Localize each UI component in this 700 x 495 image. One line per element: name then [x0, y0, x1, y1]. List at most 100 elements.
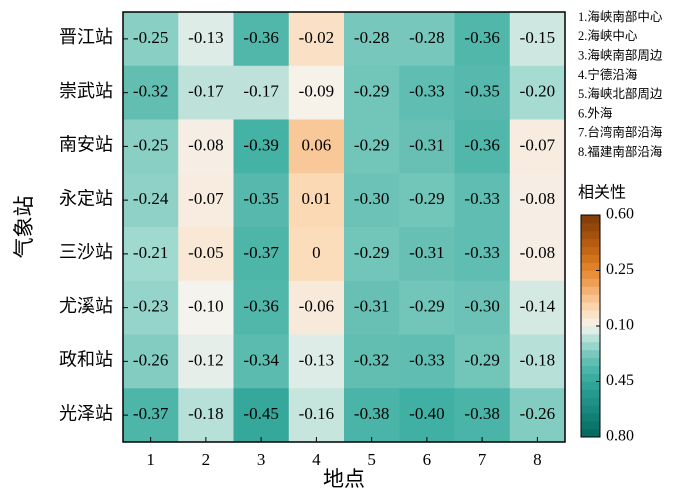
colorbar-step — [581, 365, 600, 374]
cell — [233, 334, 290, 389]
cell — [509, 334, 566, 389]
cell — [454, 65, 511, 120]
cell-label: -0.09 — [299, 82, 334, 101]
colorbar-step — [581, 389, 600, 398]
cell — [399, 12, 455, 67]
column-note: 8.福建南部沿海 — [578, 144, 663, 159]
colorbar-step — [581, 310, 600, 319]
row-label: 尤溪站 — [59, 296, 113, 316]
cell — [454, 388, 511, 443]
row-label: 政和站 — [59, 350, 113, 370]
cell — [509, 65, 566, 120]
cell — [399, 388, 455, 443]
cell-label: -0.26 — [520, 404, 555, 423]
cell-label: -0.29 — [354, 135, 389, 154]
cell — [123, 280, 179, 335]
cell-label: -0.29 — [354, 243, 389, 262]
cell-label: -0.20 — [520, 82, 555, 101]
cell — [454, 119, 511, 174]
cell — [123, 334, 179, 389]
cell-label: -0.30 — [464, 297, 499, 316]
colorbar-step — [581, 294, 600, 303]
column-note: 4.宁德沿海 — [578, 67, 638, 82]
cell — [123, 388, 179, 443]
colorbar-step — [581, 262, 600, 271]
cell-label: -0.34 — [243, 350, 279, 369]
colorbar-step — [581, 421, 600, 430]
cell-label: -0.08 — [188, 135, 223, 154]
cell — [233, 119, 290, 174]
cell — [123, 173, 179, 228]
colorbar-step — [581, 397, 600, 406]
cell-label: -0.18 — [520, 350, 555, 369]
cell-label: -0.36 — [243, 28, 278, 47]
colorbar-step — [581, 373, 600, 382]
cell — [454, 334, 511, 389]
cell — [123, 12, 179, 67]
cell — [233, 388, 290, 443]
column-note: 2.海峡中心 — [578, 28, 638, 43]
cell — [399, 65, 455, 120]
cell — [178, 388, 234, 443]
cell-label: -0.35 — [243, 189, 278, 208]
cell — [178, 280, 234, 335]
colorbar-step — [581, 341, 600, 351]
cell-label: -0.37 — [133, 404, 169, 423]
cell-label: -0.29 — [409, 189, 444, 208]
cell-label: -0.33 — [464, 189, 499, 208]
cell-label: -0.39 — [243, 135, 278, 154]
cell — [288, 173, 345, 228]
cell-label: -0.35 — [464, 82, 499, 101]
cell-label: -0.12 — [188, 350, 223, 369]
cell — [344, 280, 400, 335]
column-note: 1.海峡南部中心 — [578, 9, 663, 24]
column-note: 3.海峡南部周边 — [578, 47, 663, 62]
cell-label: -0.13 — [188, 28, 223, 47]
cell-label: -0.25 — [133, 28, 168, 47]
cell — [509, 388, 566, 443]
colorbar-tick-label: 0.25 — [606, 261, 634, 278]
cell — [123, 65, 179, 120]
x-tick-label: 6 — [423, 450, 432, 469]
row-label: 光泽站 — [59, 403, 113, 423]
colorbar-step — [581, 238, 600, 248]
cell-label: -0.29 — [354, 82, 389, 101]
cell-label: -0.30 — [354, 189, 389, 208]
cell — [454, 280, 511, 335]
cell-label: -0.31 — [354, 297, 389, 316]
colorbar-step — [581, 413, 600, 422]
colorbar-step — [581, 333, 600, 343]
cell — [454, 173, 511, 228]
colorbar-step — [581, 302, 600, 311]
cell-label: -0.07 — [520, 135, 556, 154]
colorbar-tick-label: 0.60 — [606, 206, 634, 223]
cell — [344, 388, 400, 443]
cell — [178, 173, 234, 228]
row-label: 三沙站 — [59, 242, 113, 262]
cell-label: -0.13 — [299, 350, 334, 369]
column-note: 5.海峡北部周边 — [578, 86, 663, 101]
cell — [123, 227, 179, 282]
cell-label: -0.36 — [243, 297, 278, 316]
colorbar-tick-label: 0.80 — [606, 428, 634, 445]
cell — [509, 280, 566, 335]
colorbar-step — [581, 318, 600, 327]
cell — [509, 12, 566, 67]
cell-label: -0.32 — [354, 350, 389, 369]
cell-label: -0.26 — [133, 350, 168, 369]
row-label: 崇武站 — [59, 81, 113, 101]
cell-label: -0.02 — [299, 28, 334, 47]
colorbar-tick-label: 0.10 — [606, 317, 634, 334]
cell-label: -0.05 — [188, 243, 223, 262]
cell-label: -0.16 — [299, 404, 334, 423]
cell-label: -0.31 — [409, 243, 444, 262]
cell-label: -0.17 — [243, 82, 279, 101]
cell-label: 0.06 — [302, 135, 332, 154]
cell — [178, 227, 234, 282]
cell — [454, 227, 511, 282]
cell-label: -0.14 — [520, 297, 556, 316]
cell-label: -0.33 — [409, 82, 444, 101]
colorbar-step — [581, 230, 600, 240]
colorbar-step — [581, 246, 600, 256]
colorbar-step — [581, 215, 600, 224]
